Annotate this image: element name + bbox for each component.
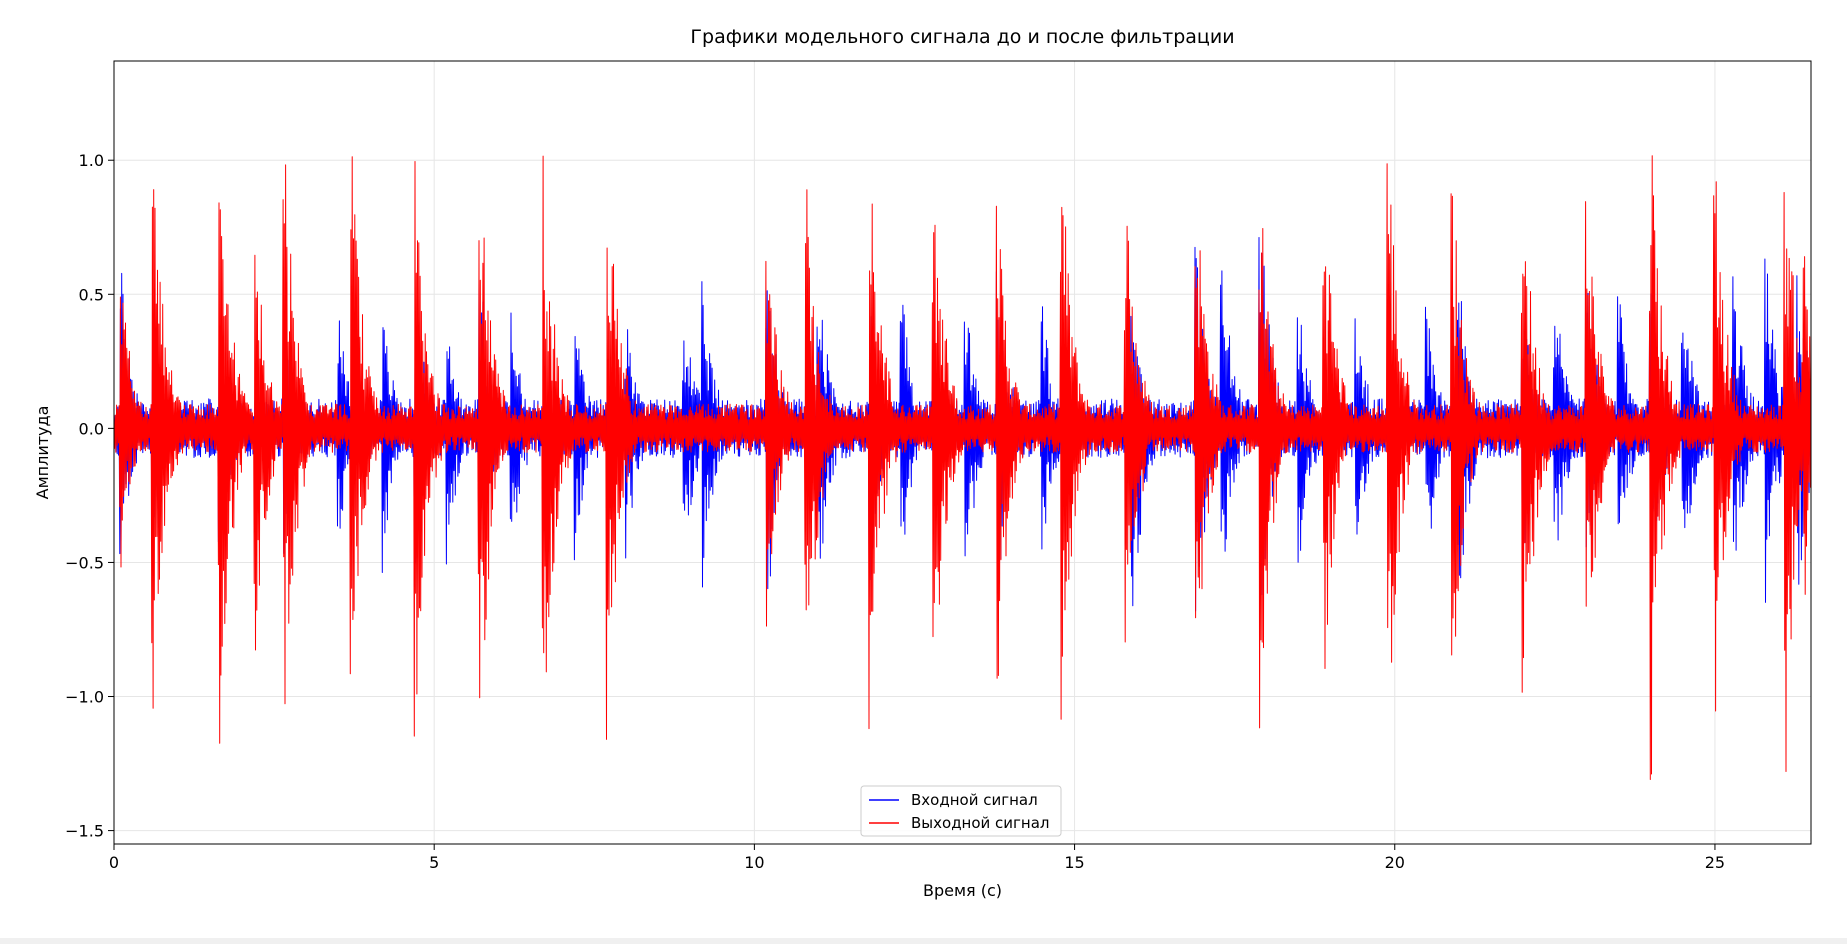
legend-box bbox=[860, 785, 1062, 837]
y-tick-label: −1.0 bbox=[65, 688, 104, 707]
x-axis-title: Время (с) bbox=[923, 881, 1002, 900]
y-tick-label: 1.0 bbox=[79, 151, 104, 170]
y-tick-label: 0.5 bbox=[79, 285, 104, 304]
series-line-1 bbox=[113, 155, 1812, 780]
x-tick-label: 0 bbox=[109, 853, 119, 872]
y-tick-label: −1.5 bbox=[65, 822, 104, 841]
y-axis-title: Амплитуда bbox=[33, 406, 52, 500]
chart-title: Графики модельного сигнала до и после фи… bbox=[690, 26, 1234, 48]
series-layer bbox=[113, 155, 1812, 780]
legend: Входной сигнал Выходной сигнал bbox=[860, 785, 1062, 837]
y-tick-label: 0.0 bbox=[79, 419, 104, 438]
legend-label-output: Выходной сигнал bbox=[911, 814, 1050, 832]
x-tick-label: 5 bbox=[429, 853, 439, 872]
x-tick-label: 25 bbox=[1705, 853, 1725, 872]
x-tick-label: 20 bbox=[1385, 853, 1405, 872]
x-tick-label: 15 bbox=[1064, 853, 1084, 872]
y-tick-label: −0.5 bbox=[65, 553, 104, 572]
plot-frame bbox=[113, 60, 1812, 845]
tick-layer: 0 5 10 15 20 25 −1.5 −1.0 −0.5 0.0 0.5 1.0 bbox=[65, 151, 1725, 872]
x-tick-label: 10 bbox=[744, 853, 764, 872]
legend-label-input: Входной сигнал bbox=[911, 791, 1038, 809]
